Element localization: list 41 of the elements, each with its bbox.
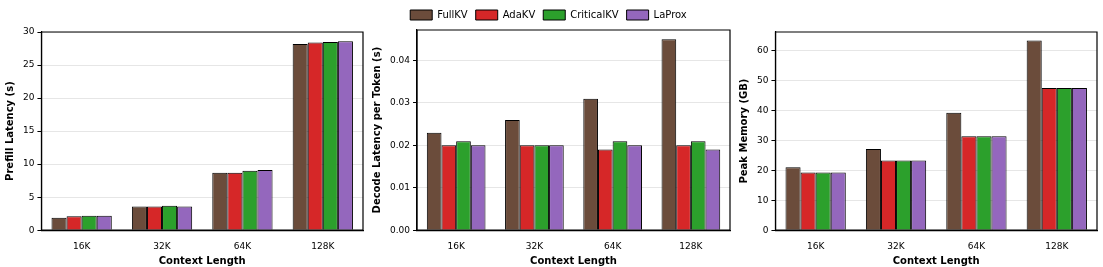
y-tick-label: 0.03: [389, 97, 411, 108]
y-tick-label: 15: [23, 125, 35, 136]
y-tick-label: 10: [23, 158, 35, 169]
y-tick-label: 0.04: [389, 54, 411, 65]
y-tick-label: 20: [757, 164, 769, 175]
y-tick-label: 40: [757, 104, 769, 115]
legend-label: CriticalKV: [570, 8, 619, 20]
y-tick-label: 50: [757, 74, 769, 85]
y-tick-label: 20: [23, 92, 35, 103]
legend-label: LaProx: [653, 8, 687, 20]
x-tick-label: 16K: [72, 240, 92, 251]
x-tick-label: 32K: [525, 240, 545, 251]
legend-label: AdaKV: [502, 8, 536, 20]
y-tick-label: 0.02: [389, 139, 411, 150]
y-tick-label: 25: [23, 59, 35, 70]
y-tick-label: 0: [762, 224, 769, 235]
y-tick-label: 60: [757, 44, 769, 55]
y-tick-label: 30: [23, 26, 35, 37]
x-tick-label: 128K: [311, 240, 336, 251]
x-tick-label: 32K: [153, 240, 172, 251]
x-axis-title: Context Length: [158, 254, 246, 266]
x-tick-label: 64K: [967, 240, 987, 251]
x-axis-title: Context Length: [530, 254, 617, 266]
x-tick-label: 16K: [447, 240, 466, 251]
y-tick-label: 0.01: [389, 182, 411, 193]
y-axis-title: Peak Memory (GB): [737, 78, 749, 184]
y-tick-label: 10: [757, 194, 769, 205]
y-axis-title: Decode Latency per Token (s): [370, 46, 382, 214]
x-tick-label: 16K: [806, 240, 826, 251]
x-tick-label: 64K: [233, 240, 253, 251]
x-tick-label: 64K: [603, 240, 623, 251]
x-tick-label: 128K: [679, 240, 704, 251]
y-tick-label: 0: [28, 224, 35, 235]
x-tick-label: 128K: [1045, 240, 1070, 251]
legend-label: FullKV: [437, 8, 468, 20]
y-tick-label: 30: [757, 134, 769, 145]
x-tick-label: 32K: [887, 240, 906, 251]
y-tick-label: 0.00: [389, 224, 411, 235]
y-axis-title: Prefill Latency (s): [3, 81, 15, 181]
y-tick-label: 5: [28, 191, 35, 202]
x-axis-title: Context Length: [892, 254, 980, 266]
